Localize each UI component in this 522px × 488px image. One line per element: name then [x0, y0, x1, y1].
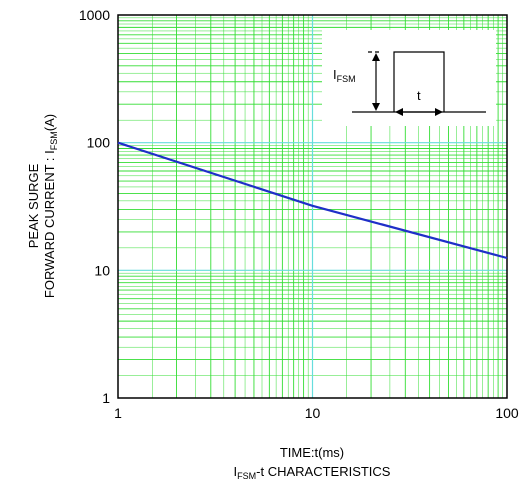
- inset-t-label: t: [417, 88, 421, 103]
- x-axis-title: TIME:t(ms): [280, 445, 344, 460]
- inset-arrowhead-up: [372, 53, 380, 61]
- inset-arrowhead-right: [435, 108, 443, 116]
- y-tick-label: 1: [102, 390, 110, 406]
- y-axis-title-line2: FORWARD CURRENT : IFSM(A): [42, 114, 59, 298]
- inset-ifsm-label: IFSM: [333, 67, 356, 84]
- y-tick-label: 1000: [79, 7, 110, 23]
- y-tick-label: 100: [87, 135, 111, 151]
- y-axis-title-line1: PEAK SURGE: [26, 163, 41, 248]
- inset-arrowhead-left: [395, 108, 403, 116]
- series-line: [117, 141, 508, 260]
- plot-area-frame: [117, 14, 508, 399]
- inset-arrowhead-down: [372, 103, 380, 111]
- inset-diagram: IFSM t: [322, 30, 496, 126]
- series-layer: [117, 141, 508, 260]
- x-tick-label: 100: [495, 405, 519, 421]
- y-axis-title: PEAK SURGE FORWARD CURRENT : IFSM(A): [26, 114, 59, 298]
- x-tick-label: 1: [114, 405, 122, 421]
- inset-background: [322, 30, 496, 126]
- tick-labels: 1 10 100 1 10 100 1000: [79, 7, 519, 421]
- inset-pulse: [393, 51, 445, 112]
- x-tick-label: 10: [305, 405, 321, 421]
- y-tick-label: 10: [94, 262, 110, 278]
- grid-layer: [118, 15, 507, 398]
- chart-title: IFSM-t CHARACTERISTICS: [234, 464, 391, 481]
